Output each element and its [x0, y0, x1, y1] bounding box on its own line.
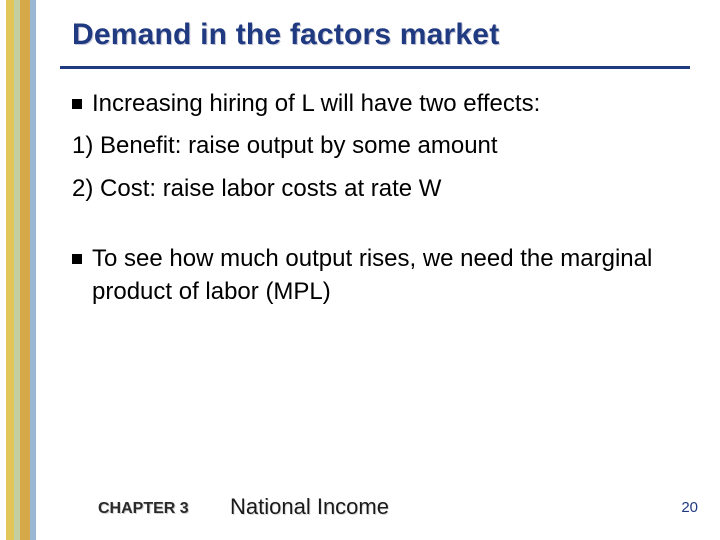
- stripe: [30, 0, 36, 540]
- page-number: 20: [681, 499, 698, 516]
- bullet-text: Increasing hiring of L will have two eff…: [92, 88, 682, 120]
- slide-title: Demand in the factors market: [72, 18, 499, 52]
- slide: Demand in the factors market Increasing …: [0, 0, 720, 540]
- numbered-item: 1) Benefit: raise output by some amount: [72, 130, 682, 162]
- slide-body: Increasing hiring of L will have two eff…: [72, 88, 682, 318]
- square-bullet-icon: [72, 99, 82, 109]
- chapter-title: National Income: [230, 494, 389, 520]
- bullet-text: To see how much output rises, we need th…: [92, 243, 682, 308]
- numbered-item: 2) Cost: raise labor costs at rate W: [72, 173, 682, 205]
- square-bullet-icon: [72, 254, 82, 264]
- left-decorative-stripes: [0, 0, 40, 540]
- slide-footer: CHAPTER 3 National Income 20: [0, 488, 720, 518]
- spacer: [72, 215, 682, 243]
- chapter-label: CHAPTER 3: [98, 500, 189, 518]
- stripe: [20, 0, 30, 540]
- stripe: [6, 0, 14, 540]
- title-underline: [60, 66, 690, 69]
- bullet-item: Increasing hiring of L will have two eff…: [72, 88, 682, 120]
- bullet-item: To see how much output rises, we need th…: [72, 243, 682, 308]
